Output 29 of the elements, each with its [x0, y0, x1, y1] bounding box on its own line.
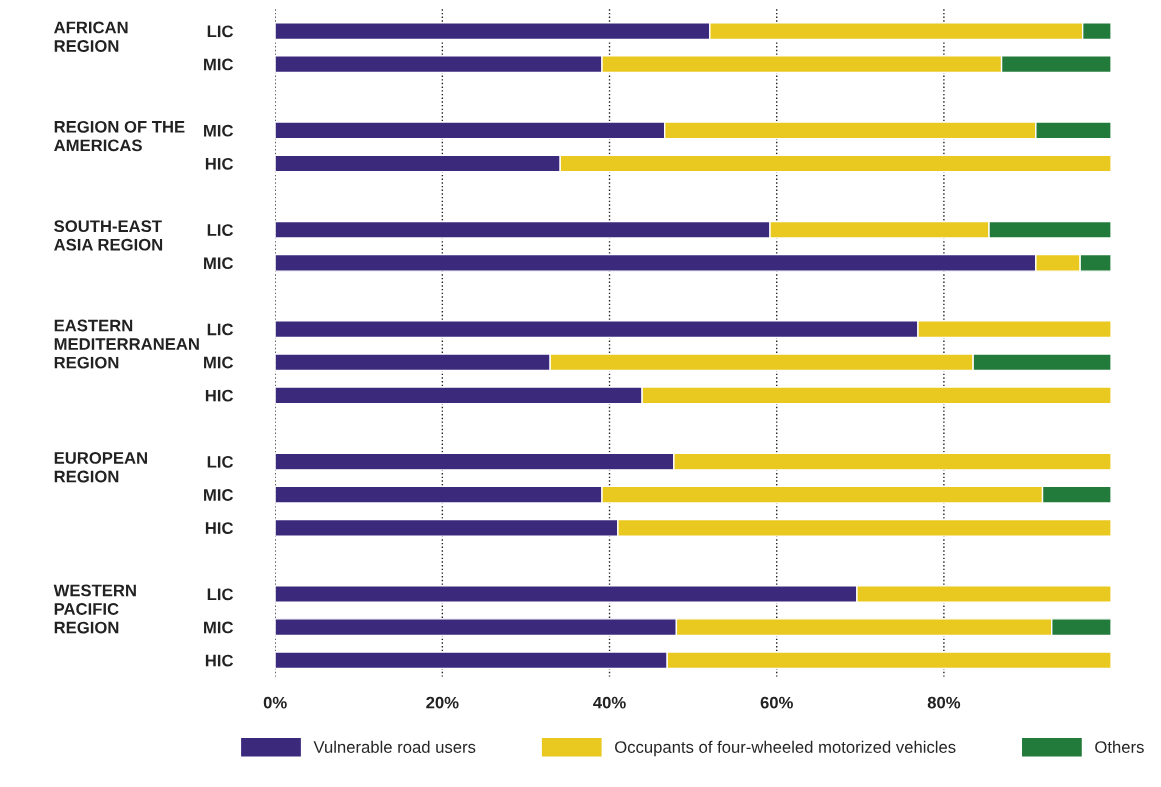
y-tick-label: MIC — [204, 124, 234, 137]
y-tick-label: MIC — [204, 356, 234, 369]
y-tick-label: HIC — [205, 389, 234, 402]
x-tick-label: 0% — [263, 696, 287, 709]
y-tick-label: LIC — [207, 323, 234, 336]
x-tick-label: 20% — [426, 696, 459, 709]
y-tick-label: MIC — [204, 257, 234, 270]
y-tick-label: LIC — [207, 455, 234, 468]
x-tick-label: 40% — [593, 696, 626, 709]
text: WESTERN PACIFIC REGION — [53, 584, 136, 634]
text: SOUTH-EAST ASIA REGION — [54, 220, 163, 251]
y-tick-label: HIC — [205, 522, 234, 534]
y-tick-label: LIC — [207, 588, 234, 601]
text: EUROPEAN REGION — [54, 452, 147, 483]
y-tick-label: MIC — [204, 489, 234, 501]
y-tick-label: MIC — [204, 58, 234, 71]
legend-label: Others — [1095, 740, 1144, 753]
legend-label: Occupants of four-wheeled motorized vehicles — [615, 740, 956, 757]
y-tick-label: LIC — [207, 224, 234, 236]
y-tick-label: LIC — [207, 25, 234, 38]
legend-label: Vulnerable road users — [313, 740, 476, 753]
y-tick-label: MIC — [204, 621, 234, 634]
text: REGION OF THE AMERICAS — [54, 120, 185, 152]
text: AFRICAN REGION — [54, 21, 128, 52]
x-tick-label: 60% — [760, 696, 793, 709]
y-tick-label: HIC — [205, 157, 234, 170]
y-tick-label: HIC — [205, 654, 234, 667]
text: EASTERN MEDITERRANEAN REGION — [54, 319, 199, 369]
x-tick-label: 80% — [927, 696, 961, 709]
